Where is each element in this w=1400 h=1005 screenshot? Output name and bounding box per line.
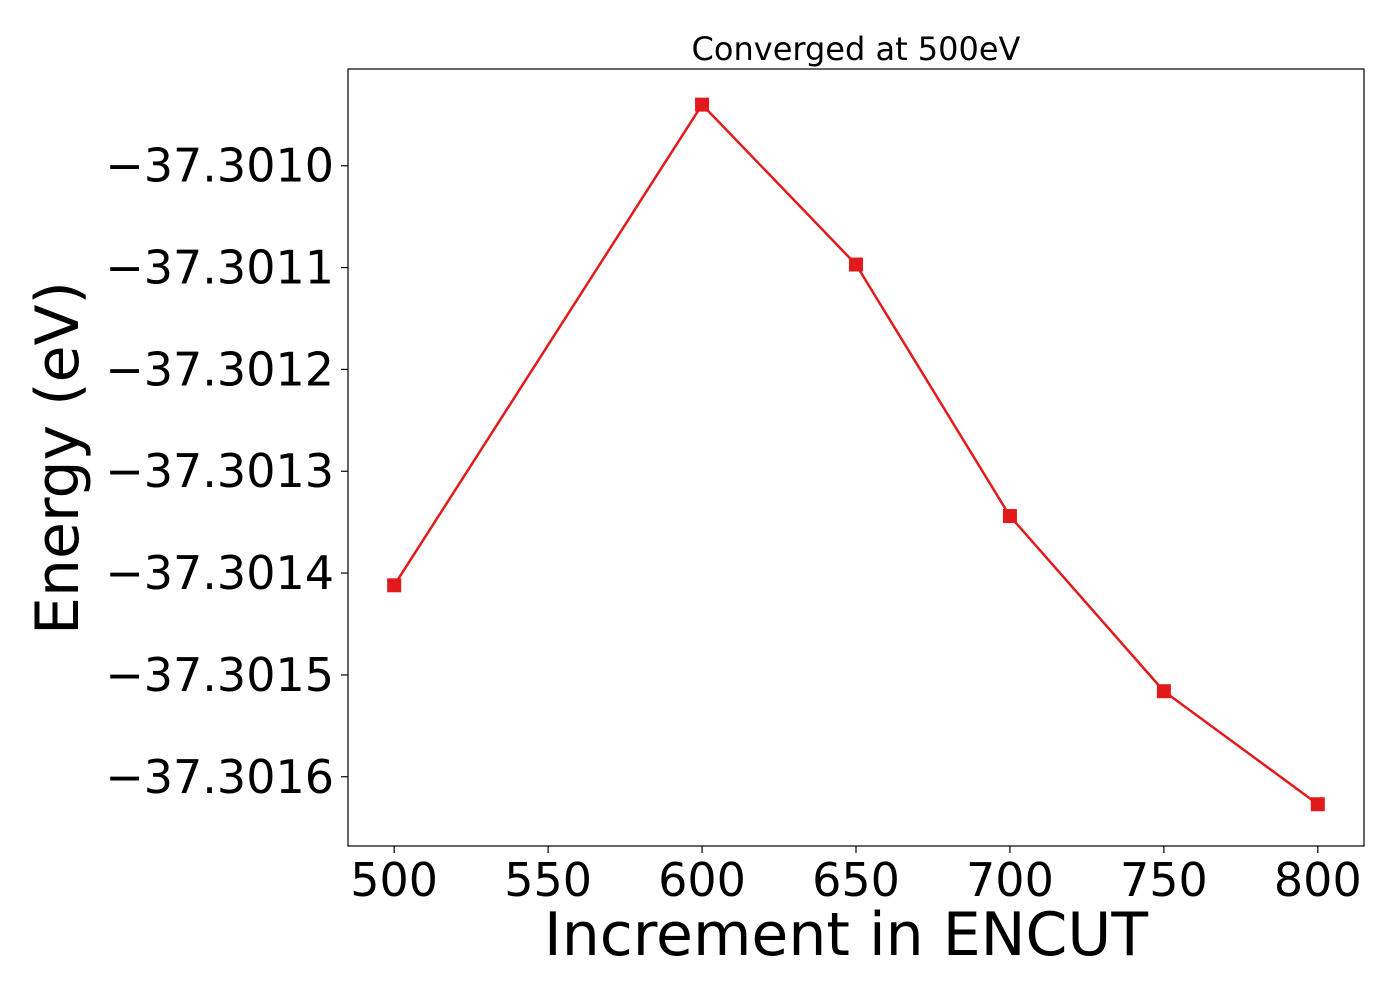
x-tick-label: 800 bbox=[1274, 853, 1362, 907]
chart-title: Converged at 500eV bbox=[692, 30, 1021, 68]
y-tick-label: −37.3013 bbox=[105, 444, 334, 498]
x-tick-label: 500 bbox=[350, 853, 438, 907]
y-tick-label: −37.3011 bbox=[105, 241, 334, 295]
data-point-marker bbox=[1002, 509, 1017, 524]
y-axis-label: Energy (eV) bbox=[23, 281, 93, 635]
data-point-marker bbox=[695, 97, 710, 112]
y-tick-label: −37.3012 bbox=[105, 342, 334, 396]
y-tick-label: −37.3014 bbox=[105, 546, 334, 600]
data-point-marker bbox=[387, 578, 402, 593]
y-tick-label: −37.3010 bbox=[105, 139, 334, 193]
x-tick-label: 550 bbox=[504, 853, 592, 907]
x-tick-label: 650 bbox=[812, 853, 900, 907]
x-axis-ticks: 500 550 600 650 700 750 800 bbox=[350, 846, 1362, 907]
data-point-marker bbox=[1310, 797, 1325, 812]
x-tick-label: 600 bbox=[658, 853, 746, 907]
y-tick-label: −37.3015 bbox=[105, 648, 334, 702]
data-point-marker bbox=[1156, 684, 1171, 699]
plot-area bbox=[347, 68, 1365, 847]
y-tick-label: −37.3016 bbox=[105, 750, 334, 804]
series-line bbox=[393, 102, 1319, 806]
y-axis-ticks: −37.3010 −37.3011 −37.3012 −37.3013 −37.3014… bbox=[105, 139, 348, 804]
series-layer bbox=[387, 97, 1325, 812]
x-tick-label: 700 bbox=[966, 853, 1054, 907]
x-axis-label: Increment in ENCUT bbox=[544, 900, 1148, 970]
data-point-marker bbox=[849, 257, 863, 272]
x-tick-label: 750 bbox=[1120, 853, 1208, 907]
